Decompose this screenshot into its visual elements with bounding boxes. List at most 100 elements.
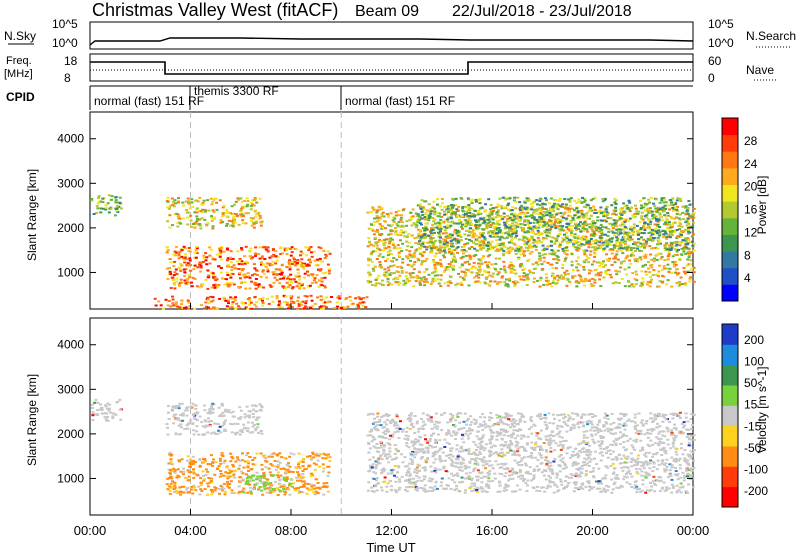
data-pixel: [317, 246, 321, 249]
data-pixel: [419, 206, 423, 209]
data-pixel: [246, 200, 250, 202]
data-pixel: [420, 261, 424, 264]
data-pixel: [452, 254, 456, 257]
data-pixel: [677, 235, 681, 238]
data-pixel: [489, 412, 493, 414]
data-pixel: [602, 276, 606, 279]
data-pixel: [479, 263, 483, 266]
data-pixel: [427, 219, 431, 222]
data-pixel: [260, 463, 264, 466]
data-pixel: [455, 232, 459, 235]
data-pixel: [166, 426, 169, 429]
data-pixel: [531, 241, 535, 244]
data-pixel: [229, 452, 233, 455]
data-pixel: [261, 269, 265, 272]
data-pixel: [571, 207, 575, 210]
data-pixel: [326, 250, 330, 253]
data-pixel: [600, 232, 604, 235]
data-pixel: [447, 209, 451, 212]
data-pixel: [213, 486, 217, 489]
data-pixel: [233, 299, 237, 302]
data-pixel: [378, 261, 382, 263]
data-pixel: [416, 257, 420, 260]
data-pixel: [213, 258, 217, 261]
data-pixel: [242, 487, 246, 490]
data-pixel: [671, 210, 675, 212]
data-pixel: [418, 240, 421, 243]
data-pixel: [545, 234, 549, 237]
data-pixel: [652, 482, 656, 485]
data-pixel: [90, 199, 94, 202]
data-pixel: [642, 197, 646, 200]
data-pixel: [280, 264, 284, 267]
data-pixel: [226, 263, 230, 266]
data-pixel: [622, 212, 626, 215]
data-pixel: [640, 270, 644, 273]
data-pixel: [439, 236, 443, 239]
data-pixel: [229, 258, 233, 260]
data-pixel: [201, 425, 205, 428]
data-pixel: [230, 423, 234, 426]
data-pixel: [477, 236, 481, 239]
data-pixel: [297, 275, 301, 278]
data-pixel: [207, 209, 211, 212]
data-pixel: [436, 198, 439, 200]
data-pixel: [189, 219, 193, 222]
data-pixel: [625, 204, 629, 207]
data-pixel: [168, 271, 172, 274]
data-pixel: [372, 233, 376, 236]
data-pixel: [444, 219, 448, 222]
data-pixel: [173, 491, 176, 493]
data-pixel: [179, 423, 183, 426]
data-pixel: [275, 295, 279, 297]
data-pixel: [672, 441, 675, 444]
power-data-layer: [90, 112, 696, 310]
data-pixel: [320, 277, 324, 280]
data-pixel: [570, 264, 574, 267]
data-pixel: [396, 265, 400, 268]
data-pixel: [537, 226, 541, 229]
data-pixel: [405, 235, 409, 238]
data-pixel: [595, 226, 599, 229]
data-pixel: [612, 244, 616, 247]
data-pixel: [237, 268, 241, 270]
data-pixel: [469, 231, 473, 234]
data-pixel: [589, 250, 593, 253]
data-pixel: [310, 282, 314, 285]
data-pixel: [535, 260, 539, 263]
freq-label-line2: [MHz]: [4, 68, 33, 80]
data-pixel: [521, 239, 525, 241]
data-pixel: [237, 417, 241, 420]
data-pixel: [583, 220, 587, 223]
data-pixel: [433, 213, 437, 216]
data-pixel: [424, 278, 428, 281]
data-pixel: [209, 489, 213, 491]
data-pixel: [517, 248, 520, 251]
data-pixel: [252, 263, 256, 266]
data-pixel: [476, 462, 479, 465]
data-pixel: [303, 295, 307, 297]
data-pixel: [576, 210, 580, 213]
data-pixel: [258, 403, 262, 406]
data-pixel: [524, 246, 528, 249]
data-pixel: [422, 251, 426, 254]
data-pixel: [240, 301, 244, 304]
data-pixel: [613, 261, 617, 264]
data-pixel: [469, 267, 473, 270]
data-pixel: [607, 485, 611, 488]
data-pixel: [659, 252, 663, 255]
data-pixel: [418, 222, 422, 225]
data-pixel: [104, 405, 108, 408]
data-pixel: [209, 420, 213, 423]
data-pixel: [424, 490, 428, 493]
data-pixel: [442, 232, 445, 235]
data-pixel: [263, 454, 267, 457]
data-pixel: [94, 398, 98, 401]
data-pixel: [549, 197, 553, 200]
data-pixel: [212, 274, 215, 276]
data-pixel: [599, 285, 603, 287]
data-pixel: [573, 236, 577, 239]
data-pixel: [691, 244, 695, 247]
data-pixel: [627, 199, 631, 202]
data-pixel: [687, 254, 691, 257]
